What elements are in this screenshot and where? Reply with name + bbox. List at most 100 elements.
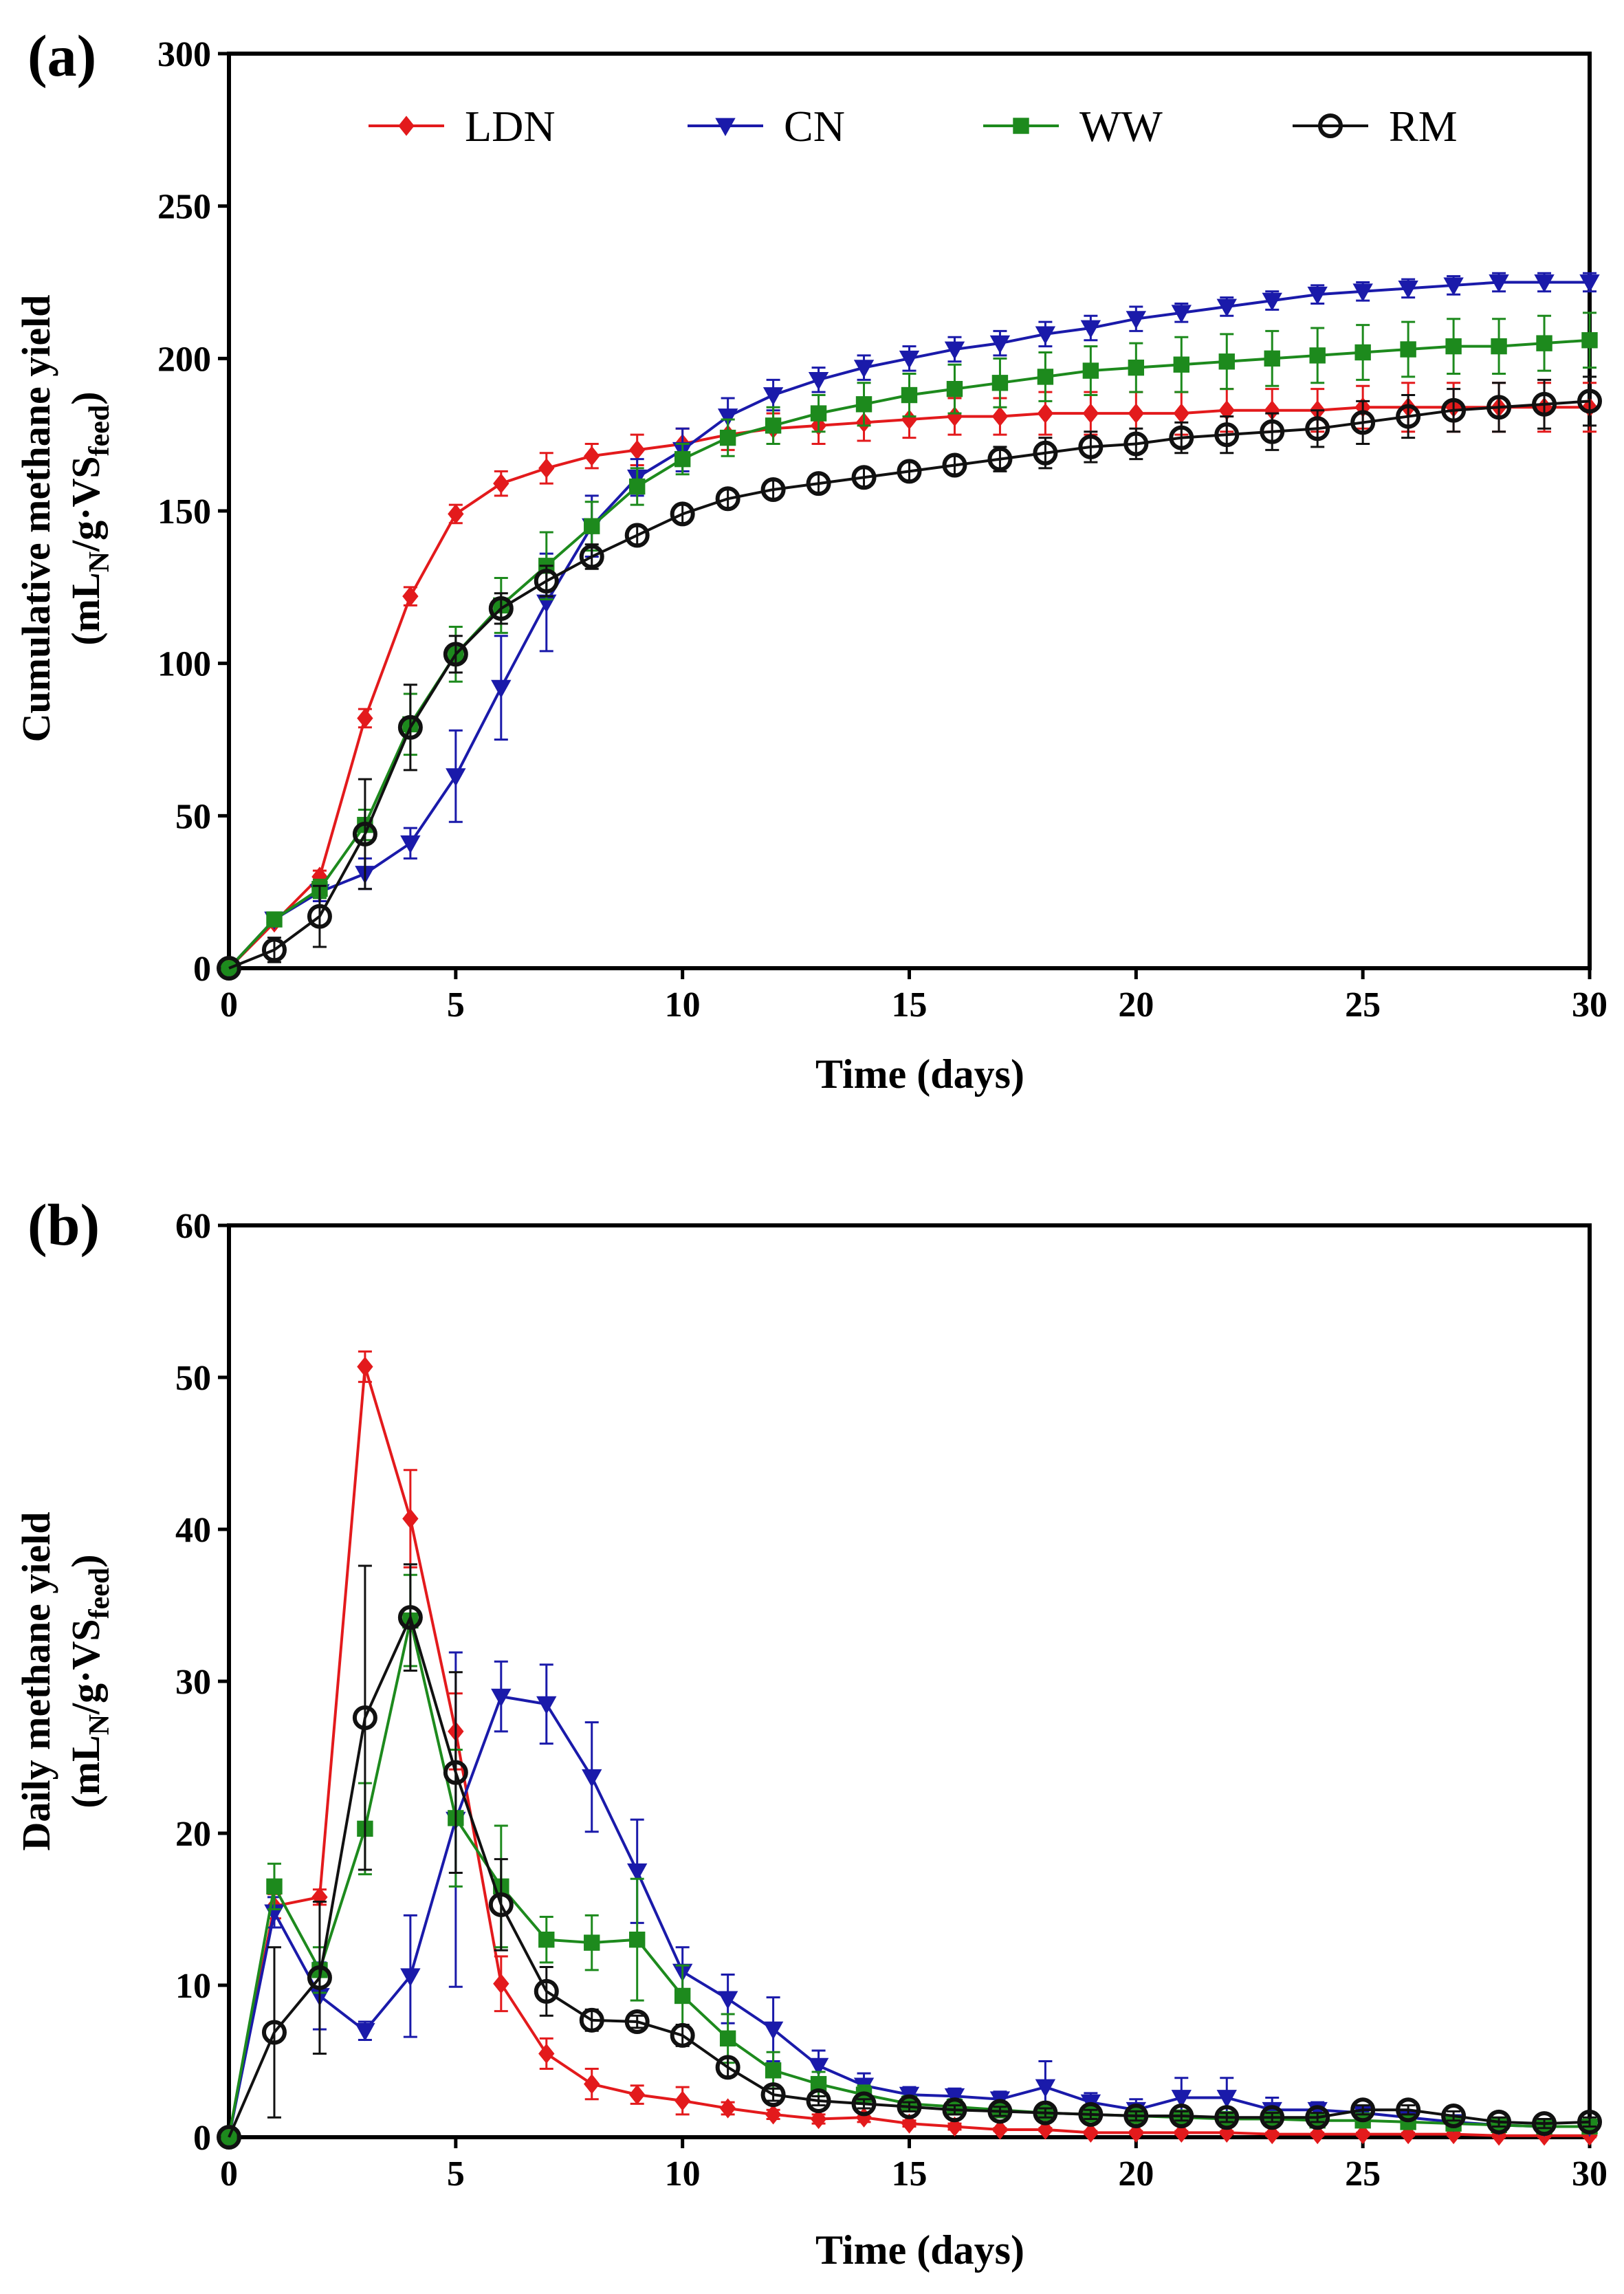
legend-item-ldn: LDN bbox=[369, 102, 556, 151]
data-point bbox=[760, 477, 786, 502]
y-tick-label: 100 bbox=[157, 645, 211, 684]
data-point bbox=[1169, 2104, 1194, 2129]
data-point bbox=[1169, 425, 1194, 450]
data-point bbox=[806, 2088, 831, 2113]
data-point bbox=[629, 1932, 646, 1948]
data-point bbox=[352, 821, 377, 846]
x-tick-label: 20 bbox=[1118, 2154, 1154, 2194]
data-point bbox=[1264, 2123, 1280, 2145]
data-point bbox=[1400, 341, 1416, 358]
data-point bbox=[357, 708, 373, 729]
data-point bbox=[719, 429, 736, 446]
data-point bbox=[538, 2043, 555, 2064]
data-point bbox=[536, 1696, 557, 1715]
y-tick-label: 0 bbox=[193, 2119, 211, 2158]
legend-label: LDN bbox=[465, 102, 556, 151]
data-point bbox=[942, 2097, 967, 2123]
data-point bbox=[715, 2055, 740, 2080]
data-point bbox=[1489, 274, 1509, 293]
data-point bbox=[397, 1605, 423, 1630]
data-point bbox=[1171, 2090, 1192, 2108]
data-point bbox=[1441, 2104, 1467, 2129]
data-point bbox=[808, 371, 829, 391]
data-point bbox=[493, 473, 509, 494]
data-point bbox=[1078, 2101, 1104, 2127]
data-point bbox=[946, 380, 963, 397]
data-point bbox=[1078, 434, 1104, 459]
data-point bbox=[1035, 2079, 1056, 2098]
data-point bbox=[1354, 344, 1371, 361]
svg-text:Cumulative methane yield: Cumulative methane yield bbox=[14, 295, 58, 743]
data-point bbox=[1581, 332, 1598, 349]
data-point bbox=[1305, 2105, 1330, 2130]
data-point bbox=[715, 486, 740, 512]
data-point bbox=[1350, 410, 1376, 435]
data-point bbox=[1309, 2123, 1326, 2145]
data-point bbox=[1532, 2111, 1557, 2137]
x-tick-label: 15 bbox=[892, 985, 928, 1025]
legend-item-ww: WW bbox=[983, 102, 1163, 151]
data-point bbox=[1082, 403, 1099, 424]
legend-item-rm: RM bbox=[1293, 102, 1458, 151]
y-tick-label: 150 bbox=[157, 492, 211, 532]
x-tick-label: 0 bbox=[220, 2154, 238, 2194]
data-point bbox=[584, 2074, 600, 2095]
data-point bbox=[261, 937, 287, 963]
data-point bbox=[944, 2088, 965, 2107]
data-point bbox=[402, 586, 419, 607]
data-point bbox=[1214, 422, 1240, 448]
data-point bbox=[1171, 305, 1192, 323]
data-point bbox=[307, 1965, 332, 1990]
legend-marker bbox=[715, 118, 736, 137]
data-point bbox=[1037, 403, 1054, 424]
data-point bbox=[627, 1863, 648, 1882]
data-point bbox=[1262, 292, 1282, 312]
data-point bbox=[1173, 403, 1189, 424]
data-point bbox=[1260, 419, 1285, 444]
data-point bbox=[810, 405, 827, 422]
data-point bbox=[765, 2104, 782, 2125]
data-point bbox=[397, 714, 423, 740]
data-point bbox=[1214, 2105, 1240, 2130]
svg-text:Daily methane yield: Daily methane yield bbox=[14, 1512, 58, 1851]
data-point bbox=[491, 679, 512, 699]
series-ww bbox=[221, 1573, 1598, 2145]
y-tick-label: 300 bbox=[157, 35, 211, 74]
data-point bbox=[987, 2099, 1013, 2124]
data-point bbox=[1486, 395, 1512, 420]
data-point bbox=[1128, 2122, 1145, 2143]
data-point bbox=[1491, 338, 1507, 355]
data-point bbox=[1577, 389, 1602, 414]
data-point bbox=[674, 2090, 691, 2111]
data-point bbox=[1216, 2090, 1237, 2108]
data-point bbox=[1396, 2097, 1421, 2123]
data-point bbox=[579, 2007, 604, 2033]
data-point bbox=[989, 335, 1011, 354]
data-point bbox=[584, 1934, 600, 1951]
data-point bbox=[1082, 362, 1099, 379]
data-point bbox=[1579, 274, 1600, 293]
plot-area-b: 0 5 10 15 20 25 30 0 10 20 30 40 50 60 bbox=[175, 1207, 1607, 2194]
data-point bbox=[1037, 369, 1054, 385]
data-point bbox=[719, 2030, 736, 2047]
data-point bbox=[1035, 326, 1056, 345]
data-point bbox=[1441, 397, 1467, 423]
data-point bbox=[897, 459, 922, 484]
data-point bbox=[1577, 2109, 1602, 2134]
data-point bbox=[624, 523, 650, 548]
series-rm bbox=[217, 1563, 1602, 2150]
x-tick-label: 5 bbox=[447, 2154, 465, 2194]
data-point bbox=[991, 2119, 1009, 2140]
data-point bbox=[629, 439, 646, 460]
data-point bbox=[855, 396, 873, 413]
data-point bbox=[719, 2098, 736, 2119]
data-point bbox=[901, 2113, 918, 2134]
series-ldn bbox=[221, 1350, 1598, 2148]
x-tick-label: 30 bbox=[1572, 2154, 1607, 2194]
data-point bbox=[1080, 320, 1101, 339]
data-point bbox=[946, 2116, 963, 2137]
series-line bbox=[228, 1366, 1590, 2138]
data-point bbox=[1128, 359, 1145, 376]
